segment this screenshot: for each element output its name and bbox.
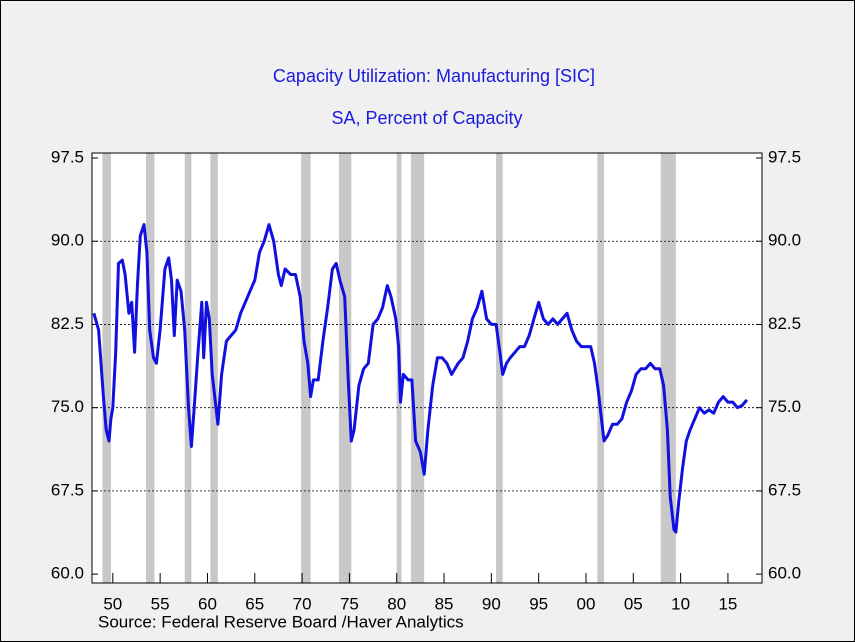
x-tick-label: 85 [435, 594, 454, 613]
recession-band [145, 153, 155, 583]
x-tick-label: 70 [293, 594, 312, 613]
y-tick-label: 97.5 [51, 147, 84, 166]
x-tick-label: 10 [671, 594, 690, 613]
recession-band [301, 153, 311, 583]
y2-tick-label: 97.5 [768, 147, 801, 166]
recession-band [338, 153, 352, 583]
y2-tick-label: 60.0 [768, 564, 801, 583]
y-tick-label: 90.0 [51, 231, 84, 250]
x-tick-label: 05 [624, 594, 643, 613]
x-tick-label: 80 [387, 594, 406, 613]
chart-subtitle: SA, Percent of Capacity [331, 108, 522, 128]
x-tick-label: 75 [340, 594, 359, 613]
source-note: Source: Federal Reserve Board /Haver Ana… [98, 612, 464, 631]
x-tick-label: 55 [151, 594, 170, 613]
y-tick-label: 67.5 [51, 480, 84, 499]
x-tick-label: 95 [529, 594, 548, 613]
recession-band [496, 153, 503, 583]
plot-area [92, 153, 762, 583]
y-tick-label: 60.0 [51, 564, 84, 583]
recession-band [102, 153, 111, 583]
y-tick-label: 75.0 [51, 397, 84, 416]
recession-band [597, 153, 604, 583]
x-tick-label: 65 [245, 594, 264, 613]
y2-tick-label: 82.5 [768, 314, 801, 333]
y2-tick-label: 67.5 [768, 480, 801, 499]
y-tick-label: 82.5 [51, 314, 84, 333]
x-tick-label: 00 [577, 594, 596, 613]
y2-tick-label: 75.0 [768, 397, 801, 416]
chart-title: Capacity Utilization: Manufacturing [SIC… [273, 66, 595, 86]
y2-tick-label: 90.0 [768, 231, 801, 250]
x-tick-label: 50 [103, 594, 122, 613]
x-tick-label: 90 [482, 594, 501, 613]
recession-band [210, 153, 218, 583]
x-tick-label: 15 [718, 594, 737, 613]
series-line [92, 223, 749, 534]
recession-band [410, 153, 425, 583]
recession-band [660, 153, 676, 583]
plot-border [91, 152, 763, 584]
x-tick-label: 60 [198, 594, 217, 613]
